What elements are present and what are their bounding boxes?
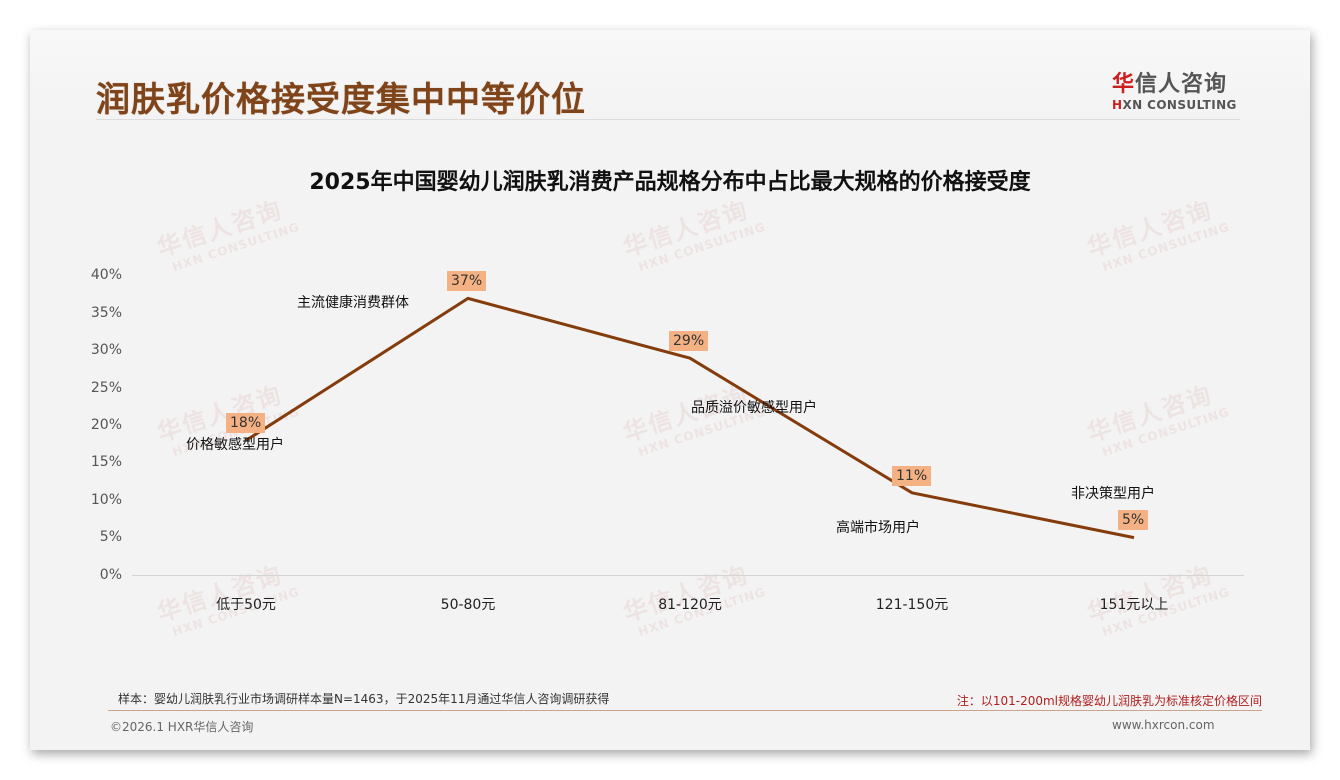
data-label: 18% xyxy=(226,413,266,433)
company-logo: 华信人咨询 HXN CONSULTING xyxy=(1112,66,1242,112)
slide: 华信人咨询 HXN CONSULTING 华信人咨询 HXN CONSULTING … xyxy=(30,30,1310,750)
annotation-label: 非决策型用户 xyxy=(1071,486,1155,502)
chart-title: 2025年中国婴幼儿润肤乳消费产品规格分布中占比最大规格的价格接受度 xyxy=(309,170,1031,195)
y-tick: 20% xyxy=(90,417,122,433)
page-title: 润肤乳价格接受度集中中等价位 xyxy=(96,80,586,120)
logo-en: HXN CONSULTING xyxy=(1112,98,1237,112)
slide-header xyxy=(30,30,1310,120)
y-tick: 10% xyxy=(90,492,122,508)
series-line xyxy=(245,296,1135,540)
y-tick: 35% xyxy=(90,305,122,321)
annotation-label: 价格敏感型用户 xyxy=(186,437,284,453)
annotation-label: 品质溢价敏感型用户 xyxy=(691,400,817,416)
data-label: 11% xyxy=(892,466,932,486)
line-plot xyxy=(245,296,1135,540)
x-tick: 低于50元 xyxy=(216,597,276,613)
y-tick: 0% xyxy=(99,567,122,583)
y-tick: 30% xyxy=(90,342,122,358)
annotation-label: 高端市场用户 xyxy=(836,520,920,536)
x-tick: 151元以上 xyxy=(1099,597,1169,613)
data-label: 37% xyxy=(447,271,487,291)
footer-divider xyxy=(108,710,1262,711)
x-tick: 50-80元 xyxy=(440,597,496,613)
y-tick: 15% xyxy=(90,454,122,470)
x-axis-line xyxy=(132,575,1244,576)
price-note: 注：以101-200ml规格婴幼儿润肤乳为标准核定价格区间 xyxy=(956,694,1262,708)
website-link[interactable]: www.hxrcon.com xyxy=(1112,718,1215,732)
data-label: 5% xyxy=(1118,510,1149,530)
header-divider xyxy=(96,119,1240,120)
y-tick: 5% xyxy=(99,529,122,545)
x-tick: 81-120元 xyxy=(658,597,722,613)
y-tick: 25% xyxy=(90,380,122,396)
x-tick: 121-150元 xyxy=(875,597,949,613)
annotation-label: 主流健康消费群体 xyxy=(297,295,409,311)
copyright: ©2026.1 HXR华信人咨询 xyxy=(110,720,254,734)
sample-note: 样本：婴幼儿润肤乳行业市场调研样本量N=1463，于2025年11月通过华信人咨… xyxy=(118,692,610,706)
logo-cn: 华信人咨询 xyxy=(1112,72,1228,97)
data-label: 29% xyxy=(669,331,709,351)
y-tick: 40% xyxy=(90,267,122,283)
